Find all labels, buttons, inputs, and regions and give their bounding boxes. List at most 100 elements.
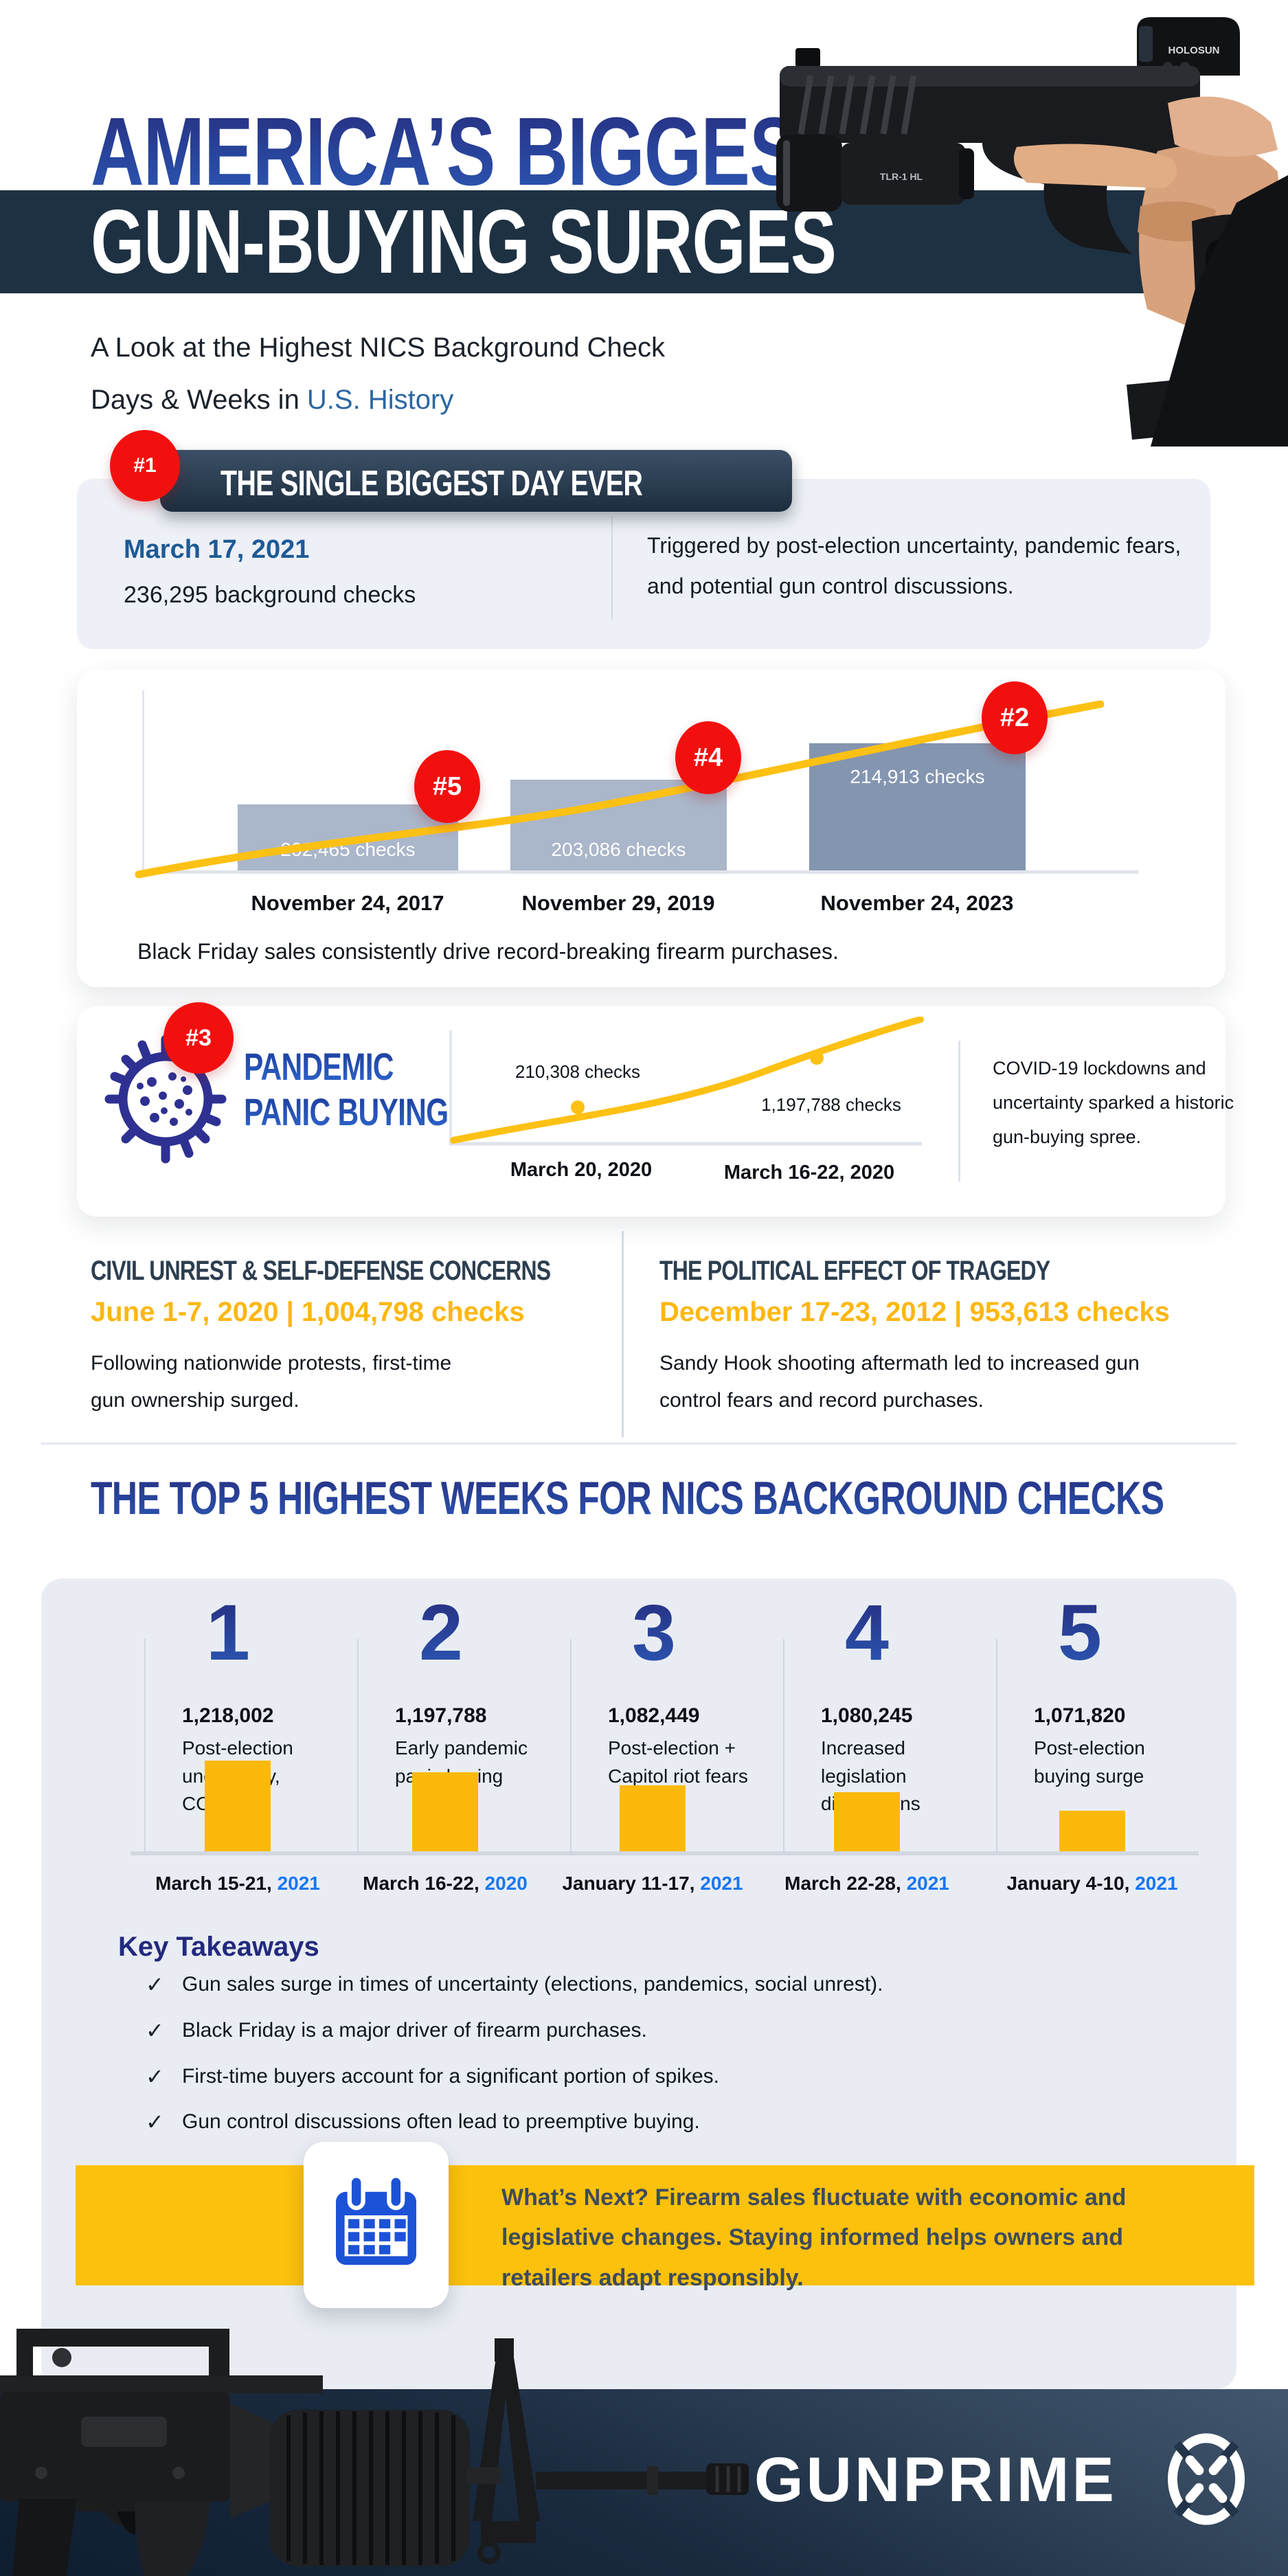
t5-sep-5 <box>996 1639 997 1855</box>
pandemic-card: #3 PANDEMIC PANIC BUYING 210,308 checks … <box>77 1002 1234 1217</box>
civil-unrest-body: Following nationwide protests, first-tim… <box>91 1352 452 1412</box>
top5-col-5-value: 1,071,820 <box>1034 1704 1126 1727</box>
top5-bar-4 <box>834 1792 900 1851</box>
pandemic-point2-label: 1,197,788 checks <box>761 1094 901 1115</box>
top5-col-3-rank: 3 <box>632 1594 800 1673</box>
bf-bar-2023-label: 214,913 checks <box>850 766 985 787</box>
bf-trend-line <box>135 700 1105 879</box>
takeaway-item-3: First-time buyers account for a signific… <box>182 2065 719 2088</box>
section-divider <box>41 1443 1236 1445</box>
tragedy-body: Sandy Hook shooting aftermath led to inc… <box>659 1352 1140 1412</box>
footer: GUNPRIME <box>0 2389 1288 2576</box>
brand-logo-icon <box>1168 2433 1245 2525</box>
section1-heading-pill: THE SINGLE BIGGEST DAY EVER <box>160 450 792 512</box>
columns-divider <box>622 1231 624 1437</box>
takeaway-item-4: Gun control discussions often lead to pr… <box>182 2110 700 2133</box>
rifle-photo <box>0 2329 749 2576</box>
section1-heading: THE SINGLE BIGGEST DAY EVER <box>221 464 643 504</box>
top5-col-2: 2 1,197,788 Early pandemic panic buying <box>395 1594 587 1790</box>
pandemic-title: PANDEMIC PANIC BUYING <box>244 1045 449 1133</box>
rank-4-badge: #4 <box>675 721 741 794</box>
tragedy-stat: December 17-23, 2012 | 953,613 checks <box>659 1297 1170 1327</box>
top5-date-3: January 11-17, 2021 <box>562 1873 743 1894</box>
black-friday-card: 202,465 checks 203,086 checks 214,913 ch… <box>77 670 1225 987</box>
t5-sep-2 <box>357 1639 359 1855</box>
civil-unrest-stat: June 1-7, 2020 | 1,004,798 checks <box>91 1297 525 1327</box>
takeaway-item-2: Black Friday is a major driver of firear… <box>182 2019 647 2042</box>
t5-sep-3 <box>570 1639 572 1855</box>
slide <box>780 66 1200 143</box>
top5-col-1-rank: 1 <box>206 1594 374 1673</box>
bf-date-2023: November 24, 2023 <box>820 891 1014 915</box>
bf-y-axis <box>142 690 144 872</box>
top5-col-4: 4 1,080,245 Increased legislation discus… <box>821 1594 1013 1818</box>
pandemic-description: COVID-19 lockdowns and uncertainty spark… <box>993 1058 1234 1147</box>
bf-bar-2019-label: 203,086 checks <box>551 839 686 860</box>
top5-col-4-rank: 4 <box>845 1594 1013 1673</box>
civil-unrest-heading: CIVIL UNREST & SELF-DEFENSE CONCERNS <box>91 1256 551 1286</box>
section1-date: March 17, 2021 <box>124 535 310 564</box>
top5-date-1: March 15-21, 2021 <box>155 1873 320 1894</box>
top5-heading: THE TOP 5 HIGHEST WEEKS FOR NICS BACKGRO… <box>91 1472 1164 1524</box>
top5-date-4: March 22-28, 2021 <box>784 1873 949 1894</box>
top5-col-3-desc: Post-election + Capitol riot fears <box>608 1737 748 1787</box>
page-title-line2: GUN-BUYING SURGES <box>91 191 837 292</box>
takeaway-check-4: ✓ <box>146 2110 164 2134</box>
top5-col-5-desc: Post-election buying surge <box>1034 1737 1145 1787</box>
pandemic-line-chart <box>449 1017 924 1146</box>
subtitle-highlight: U.S. History <box>306 385 454 415</box>
bf-caption: Black Friday sales consistently drive re… <box>137 939 839 964</box>
subtitle-text: A Look at the Highest NICS Background Ch… <box>91 332 666 415</box>
calendar-icon <box>336 2173 416 2265</box>
sleeve <box>1151 175 1288 447</box>
red-dot-optic: HOLOSUN <box>1137 17 1240 76</box>
top5-col-5-rank: 5 <box>1058 1594 1226 1673</box>
whats-next-text: What’s Next? Firearm sales fluctuate wit… <box>501 2184 1127 2291</box>
top5-col-5: 5 1,071,820 Post-election buying surge <box>1034 1594 1226 1790</box>
top5-bar-5 <box>1059 1811 1125 1851</box>
tragedy-heading: THE POLITICAL EFFECT OF TRAGEDY <box>659 1256 1050 1286</box>
top5-col-2-value: 1,197,788 <box>395 1704 487 1727</box>
top5-date-2: March 16-22, 2020 <box>363 1873 528 1894</box>
pandemic-point2-date: March 16-22, 2020 <box>723 1162 895 1184</box>
pandemic-divider <box>958 1041 960 1182</box>
pandemic-point1-label: 210,308 checks <box>515 1061 641 1082</box>
rank-1-badge: #1 <box>110 430 180 501</box>
section1-divider <box>611 517 613 620</box>
page-title-line1: AMERICA’S BIGGEST <box>91 97 843 205</box>
t5-sep-4 <box>783 1639 784 1855</box>
whats-next-banner: What’s Next? Firearm sales fluctuate wit… <box>76 2165 1254 2291</box>
top5-col-2-rank: 2 <box>419 1594 587 1673</box>
takeaway-check-3: ✓ <box>146 2064 164 2089</box>
pistol-photo: HOLOSUN TLR-1 HL <box>776 17 1288 447</box>
top5-bar-2 <box>412 1772 478 1851</box>
bf-x-axis <box>142 870 1138 874</box>
top5-col-1-value: 1,218,002 <box>182 1704 274 1727</box>
takeaway-check-1: ✓ <box>146 1972 164 1997</box>
rank-2-badge: #2 <box>982 681 1048 754</box>
section1-stat: 236,295 background checks <box>124 582 416 608</box>
bf-date-2017: November 24, 2017 <box>251 891 444 915</box>
bf-bar-2023: 214,913 checks <box>809 743 1026 870</box>
section1-description: Triggered by post-election uncertainty, … <box>647 533 1182 599</box>
brand-logo-text: GUNPRIME <box>754 2445 1117 2515</box>
weapon-light: TLR-1 HL <box>776 135 974 212</box>
calendar-card <box>304 2142 449 2308</box>
top5-col-3: 3 1,082,449 Post-election + Capitol riot… <box>608 1594 800 1790</box>
trigger-guard <box>1043 184 1132 254</box>
t5-sep-1 <box>144 1639 146 1855</box>
svg-text:TLR-1 HL: TLR-1 HL <box>880 171 923 182</box>
top5-bar-1 <box>205 1761 271 1851</box>
top5-col-4-value: 1,080,245 <box>821 1704 913 1727</box>
bf-date-2019: November 29, 2019 <box>521 891 715 915</box>
takeaways-title: Key Takeaways <box>118 1932 319 1962</box>
takeaway-check-2: ✓ <box>146 2018 164 2043</box>
takeaway-item-1: Gun sales surge in times of uncertainty … <box>182 1973 883 1996</box>
rank-3-badge: #3 <box>163 1002 234 1074</box>
bf-bar-2017: 202,465 checks <box>238 804 458 870</box>
rank-5-badge: #5 <box>414 750 480 823</box>
pandemic-point1-date: March 20, 2020 <box>510 1159 653 1181</box>
subtitle: A Look at the Highest NICS Background Ch… <box>91 321 723 426</box>
top5-col-3-value: 1,082,449 <box>608 1704 700 1727</box>
